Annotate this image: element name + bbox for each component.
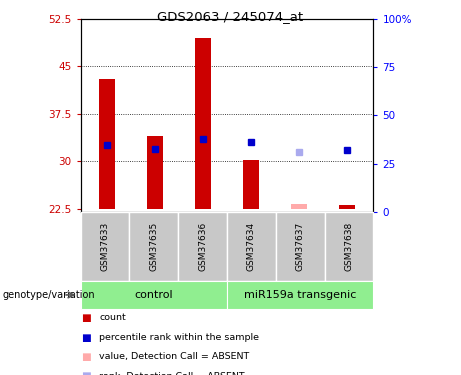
Text: percentile rank within the sample: percentile rank within the sample [99,333,259,342]
Bar [242,160,260,209]
Text: control: control [135,290,173,300]
Text: genotype/variation: genotype/variation [2,290,95,300]
Bar [147,136,164,209]
Text: count: count [99,314,126,322]
Text: ■: ■ [81,333,90,342]
Bar [99,79,115,209]
Text: rank, Detection Call = ABSENT: rank, Detection Call = ABSENT [99,372,245,375]
Text: GSM37636: GSM37636 [198,222,207,271]
Text: ■: ■ [81,313,90,323]
Text: GSM37635: GSM37635 [149,222,159,271]
Bar [195,38,212,209]
Text: GSM37634: GSM37634 [247,222,256,271]
Text: value, Detection Call = ABSENT: value, Detection Call = ABSENT [99,352,249,362]
Text: GSM37638: GSM37638 [344,222,354,271]
Bar [339,205,355,209]
Text: GSM37633: GSM37633 [100,222,110,271]
Text: miR159a transgenic: miR159a transgenic [244,290,356,300]
Text: GDS2063 / 245074_at: GDS2063 / 245074_at [158,10,303,24]
Text: ■: ■ [81,372,90,375]
Bar [290,204,307,209]
Text: ■: ■ [81,352,90,362]
Text: GSM37637: GSM37637 [296,222,305,271]
